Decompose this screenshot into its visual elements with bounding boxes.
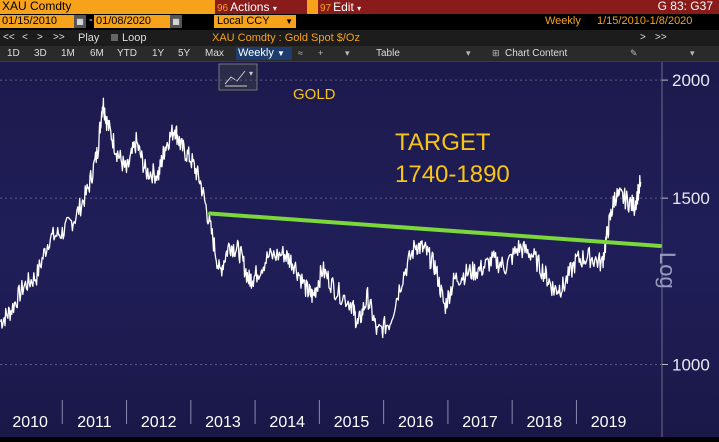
edit-pencil-icon[interactable]: ✎ [630,48,638,58]
loop-checkbox[interactable] [111,34,118,41]
date-range-row: 01/15/2010 ▦ - 01/08/2020 ▦ Local CCY ▼ W… [0,14,719,30]
period-button-3d[interactable]: 3D [34,48,47,59]
start-date-calendar-icon[interactable]: ▦ [74,15,86,28]
title-bar: XAU Comdty 96 Actions ▾ 97 Edit ▾ G 83: G3… [0,0,719,14]
chevron-down-icon: ▼ [276,49,285,58]
last-page-icon[interactable]: >> [655,32,667,43]
green-trendline [208,211,662,248]
edit-menu-icon: 97 [320,3,332,14]
gold-price-line [0,97,642,339]
next-page-icon[interactable]: > [37,32,43,43]
date-separator: - [89,14,93,26]
chevron-down-icon: ▾ [272,4,277,13]
frequency-value: Weekly [238,47,274,59]
currency-value: Local CCY [217,15,270,27]
end-date-calendar-icon[interactable]: ▦ [170,15,182,28]
price-chart: ▾ 2000 1500 1000 2010 2011 2012 2013 2014 2015 2… [0,62,710,437]
period-button-1y[interactable]: 1Y [152,48,165,59]
y-tick-label: 1500 [672,189,710,208]
x-tick-label: 2015 [334,414,370,431]
x-tick-label: 2019 [591,414,627,431]
currency-select[interactable]: Local CCY ▼ [214,15,296,28]
chart-type-icon[interactable]: ≈ [298,48,303,58]
actions-menu-icon: 96 [217,3,229,14]
x-tick-label: 2014 [269,414,305,431]
chevron-down-icon[interactable]: ▾ [466,48,471,58]
period-toolbar: 1D 3D 1M 6M YTD 1Y 5Y Max Weekly ▼ ≈ + ▾… [0,46,719,62]
title-bar-fill [404,0,719,14]
period-button-ytd[interactable]: YTD [117,48,137,59]
start-date-field[interactable]: 01/15/2010 [0,15,76,28]
chevron-down-icon[interactable]: ▾ [690,48,695,58]
ticker-field[interactable]: XAU Comdty [2,0,72,13]
x-tick-label: 2017 [462,414,498,431]
chevron-down-icon: ▾ [249,69,253,78]
edit-menu-button[interactable]: 97 Edit ▾ [318,0,404,14]
loop-label: Loop [122,32,147,44]
frequency-readout: Weekly [545,15,581,27]
actions-menu-button[interactable]: 96 Actions ▾ [215,0,307,14]
next-page-icon[interactable]: > [640,32,646,43]
chevron-down-icon[interactable]: ▾ [345,48,350,58]
x-tick-label: 2012 [141,414,177,431]
period-button-5y[interactable]: 5Y [178,48,191,59]
chart-content-icon[interactable]: ⊞ [492,48,500,58]
x-tick-label: 2010 [12,414,48,431]
play-button[interactable]: Play [78,32,100,44]
period-button-max[interactable]: Max [205,48,224,59]
first-page-icon[interactable]: << [3,32,15,43]
line-chart-icon [224,70,247,87]
x-tick-label: 2016 [398,414,434,431]
period-button-1d[interactable]: 1D [7,48,20,59]
page-info: G 83: G37 [657,0,713,13]
period-button-6m[interactable]: 6M [90,48,104,59]
crosshair-icon[interactable]: + [318,48,324,58]
price-chart-panel[interactable]: ▾ 2000 1500 1000 2010 2011 2012 2013 2014 2015 2… [0,62,719,437]
y-tick-label: 2000 [672,71,710,90]
period-button-1m[interactable]: 1M [61,48,75,59]
x-tick-label: 2013 [205,414,241,431]
target-annotation-range: 1740-1890 [395,161,510,188]
edit-label: Edit [333,0,354,14]
x-tick-label: 2011 [77,414,112,431]
target-annotation-label: TARGET [395,129,491,156]
prev-page-icon[interactable]: < [22,32,28,43]
chart-title: GOLD [293,86,336,103]
period-readout: 1/15/2010-1/8/2020 [597,15,693,27]
x-tick-label: 2018 [527,414,563,431]
actions-label: Actions [230,0,270,14]
table-button[interactable]: Table [376,48,400,59]
chevron-down-icon: ▾ [357,4,362,13]
last-page-icon[interactable]: >> [53,32,65,43]
playback-row: << < > >> Play Loop XAU Comdty : Gold Sp… [0,30,719,46]
frequency-select[interactable]: Weekly ▼ [236,47,292,60]
chevron-down-icon: ▼ [285,17,293,26]
end-date-field[interactable]: 01/08/2020 [94,15,170,28]
y-tick-label: 1000 [672,356,710,375]
chart-content-button[interactable]: Chart Content [505,48,568,59]
y-axis-scale-label: Log [655,252,680,289]
security-description: XAU Comdty : Gold Spot $/Oz [212,32,360,44]
